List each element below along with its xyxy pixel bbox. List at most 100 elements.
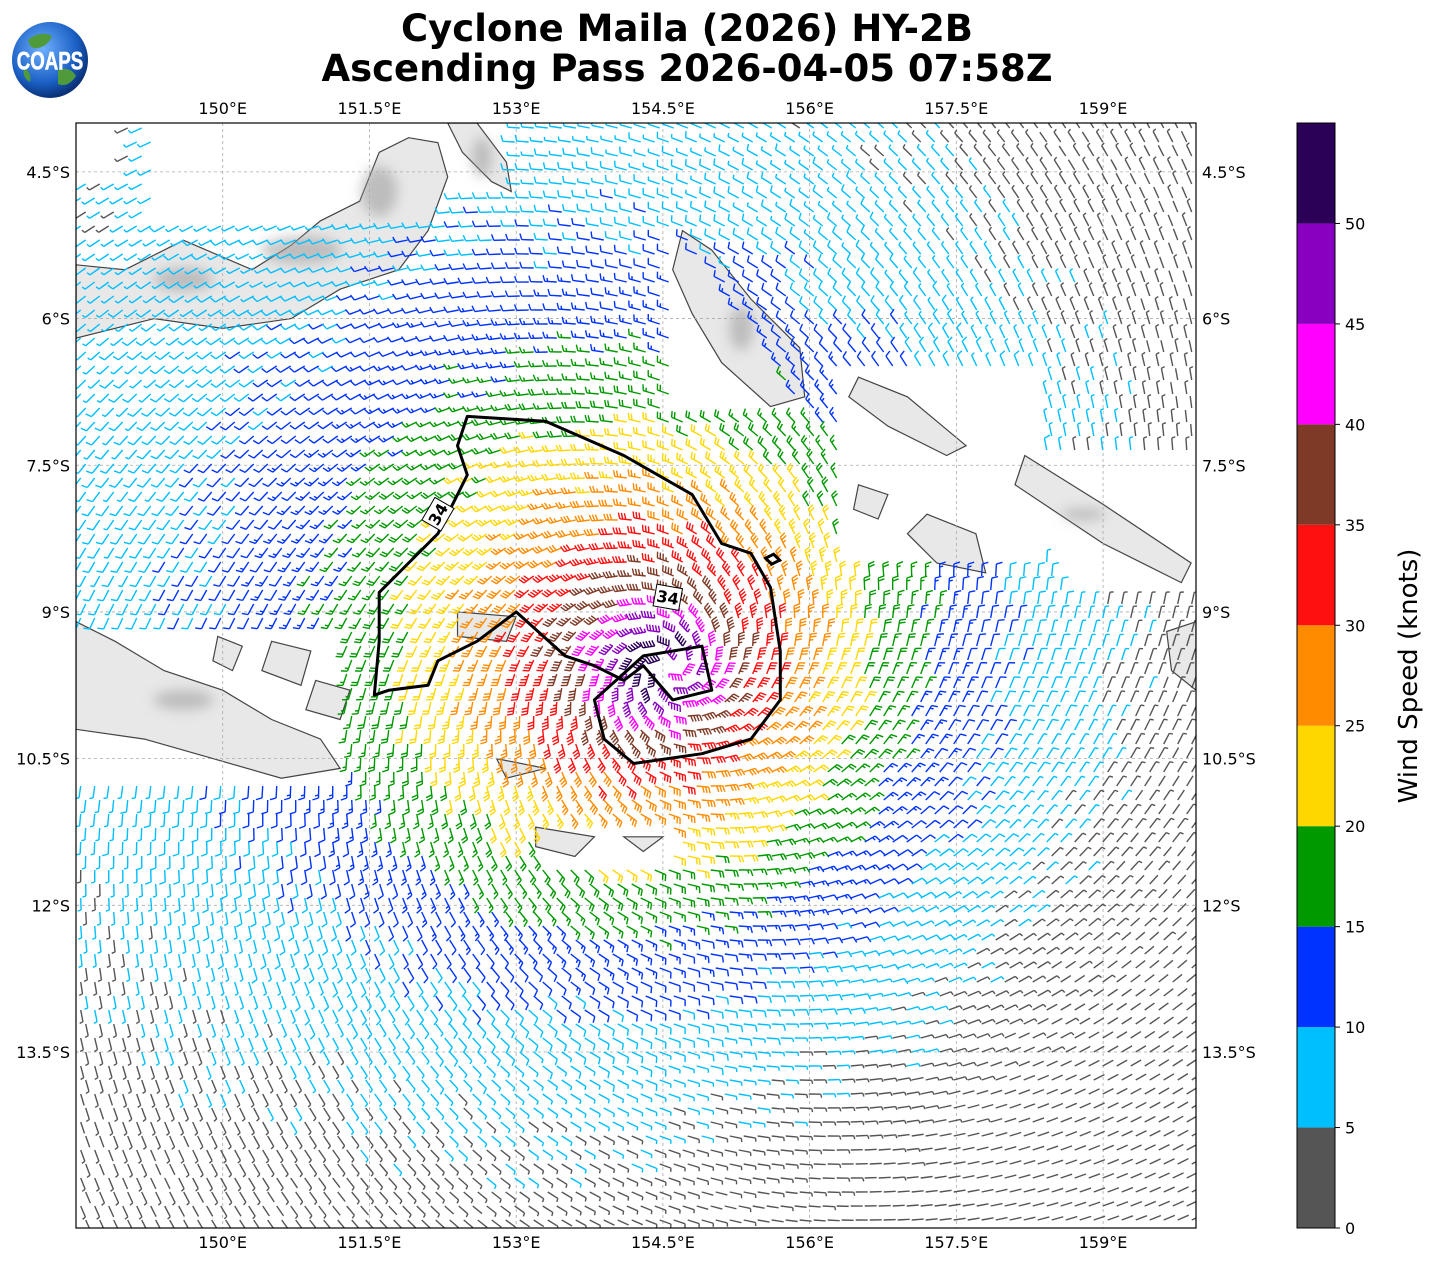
wind-barb <box>1138 186 1146 199</box>
wind-barb <box>854 158 866 171</box>
wind-barb <box>656 131 669 143</box>
wind-barb <box>798 187 810 199</box>
wind-barb <box>1025 212 1034 227</box>
wind-barb <box>113 127 129 134</box>
wind-barb <box>500 135 515 143</box>
wind-barb <box>1102 254 1109 269</box>
wind-barb <box>898 269 908 283</box>
wind-barb <box>613 272 627 283</box>
wind-barb <box>983 212 992 227</box>
wind-barb <box>803 228 815 241</box>
wind-barb <box>1030 142 1039 157</box>
wind-barb <box>128 183 143 191</box>
wind-barb <box>912 185 922 199</box>
wind-barb <box>727 269 740 283</box>
wind-barb <box>123 225 138 233</box>
wind-barb <box>968 129 978 143</box>
wind-barb <box>542 162 557 171</box>
wind-barb <box>761 255 773 269</box>
wind-barb <box>590 231 604 241</box>
wind-barb <box>940 241 950 255</box>
wind-barb <box>128 239 143 247</box>
wind-barb <box>1111 240 1118 255</box>
wind-barb <box>898 241 908 255</box>
wind-barb <box>618 230 632 241</box>
wind-barb <box>1003 254 1011 269</box>
wind-barb <box>81 225 96 234</box>
wind-barb <box>476 234 492 242</box>
wind-barb <box>1068 184 1076 199</box>
wind-barbs <box>76 123 1196 1228</box>
wind-barb <box>931 227 941 241</box>
wind-barb <box>860 172 871 185</box>
wind-barb <box>434 207 450 214</box>
wind-barb <box>1158 256 1165 269</box>
wind-barb <box>1011 156 1020 171</box>
wind-barb <box>869 186 880 199</box>
wind-barb <box>1103 123 1109 129</box>
wind-barb <box>741 241 754 255</box>
wind-barb <box>210 295 227 303</box>
wind-barb <box>142 267 157 276</box>
wind-barb <box>1167 214 1174 227</box>
wind-barb <box>987 171 997 185</box>
wind-barb <box>869 211 880 227</box>
wind-barb <box>1111 268 1118 283</box>
wind-barb <box>919 123 927 129</box>
wind-barb <box>931 255 941 269</box>
wind-barb <box>704 228 717 241</box>
wind-barb <box>547 232 562 241</box>
wind-barb <box>462 206 478 214</box>
wind-barb <box>1180 130 1188 143</box>
wind-barb <box>542 190 557 199</box>
wind-barb <box>987 143 997 157</box>
wind-barb <box>845 144 857 157</box>
wind-barb <box>784 159 796 171</box>
wind-barb <box>897 185 908 199</box>
wind-barb <box>846 200 857 213</box>
wind-barb <box>505 205 520 213</box>
wind-barb <box>684 189 697 199</box>
wind-barb <box>968 185 978 199</box>
wind-barb <box>330 280 347 287</box>
wind-barb <box>505 233 520 241</box>
wind-barb <box>883 130 894 143</box>
wind-barb <box>599 273 613 283</box>
wind-barb <box>656 271 669 283</box>
wind-barb <box>1138 128 1146 143</box>
wind-barb <box>373 251 389 258</box>
wind-barb <box>443 277 459 285</box>
wind-barb <box>387 250 403 258</box>
wind-barb <box>1124 184 1132 199</box>
wind-barb <box>889 253 899 269</box>
wind-barb <box>862 123 871 129</box>
wind-barb <box>251 239 268 246</box>
wind-barb <box>670 159 683 171</box>
wind-barb <box>840 184 852 199</box>
wind-barb <box>642 244 655 255</box>
wind-barb <box>959 171 969 185</box>
wind-barb <box>443 192 459 200</box>
wind-barb <box>86 295 101 304</box>
wind-barb <box>196 295 213 303</box>
wind-barb <box>576 178 590 185</box>
wind-barb <box>930 143 941 157</box>
wind-barb <box>1116 228 1123 241</box>
wind-barb <box>1166 128 1174 143</box>
wind-barb <box>845 170 857 185</box>
wind-barb <box>997 212 1006 227</box>
wind-barb <box>718 256 731 269</box>
wind-barb <box>789 254 801 269</box>
wind-barb <box>193 225 208 233</box>
wind-barb <box>812 131 824 143</box>
wind-barb <box>1026 268 1034 283</box>
wind-barb <box>888 172 899 185</box>
wind-barb <box>1088 256 1095 269</box>
wind-barb <box>1069 268 1076 283</box>
wind-barb <box>1068 212 1076 227</box>
wind-barb <box>675 201 688 213</box>
wind-barb <box>528 275 543 283</box>
wind-barb <box>917 227 927 241</box>
wind-barb <box>911 157 922 171</box>
